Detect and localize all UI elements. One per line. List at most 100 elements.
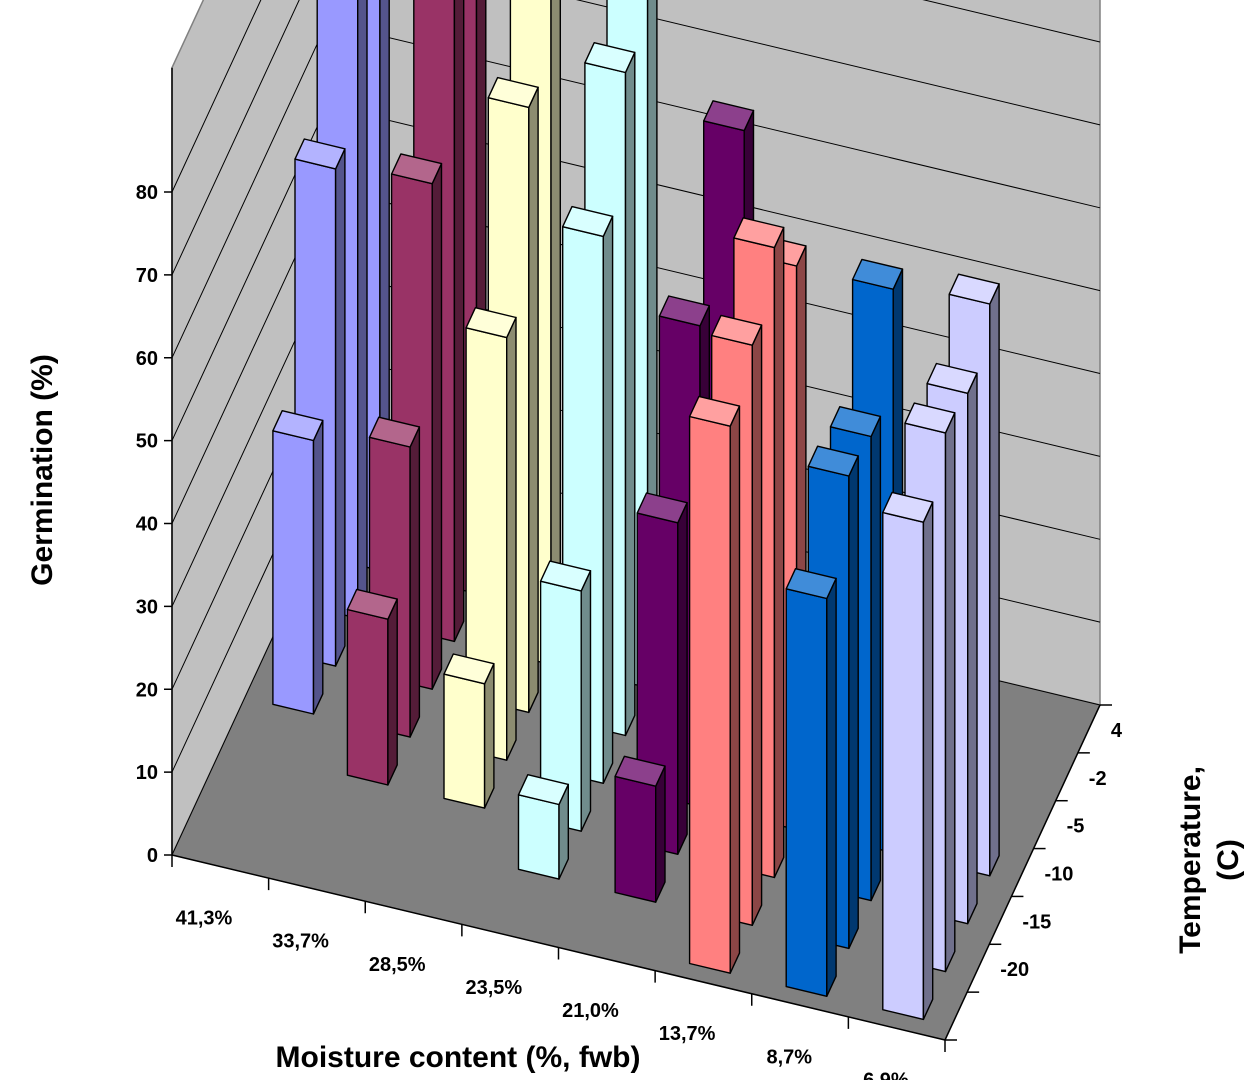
bar-top [584,42,636,74]
bar-side [773,226,785,879]
bar-top [688,395,741,427]
depth-tick-label: -2 [1089,768,1107,790]
z-tick-label: 60 [136,348,158,370]
bar-side [624,51,636,737]
bar [688,395,741,974]
bar-top [517,774,569,806]
bar [346,588,398,786]
bar [443,653,495,809]
depth-axis-line [944,704,1101,1041]
bar-top [658,295,710,327]
gridline [171,0,1101,193]
bar-top [346,588,398,620]
bar [614,755,666,903]
chart-ticks: 0 10 20 30 40 50 60 70 80 41,3% 33,7% 28,5% 23,5% 21,… [136,67,1123,1080]
bar-side [729,405,741,974]
x-tick-label: 33,7% [272,931,329,953]
bar-top [785,568,837,600]
z-tick-label: 40 [136,514,158,536]
bar-top [465,307,517,339]
bar-side [655,765,666,903]
bar-side [334,148,346,667]
bar-front [443,673,486,809]
x-tick-label: 21,0% [562,1000,619,1022]
bar [517,774,569,880]
bar-front [785,588,828,997]
z-tick-label: 10 [136,762,158,784]
depth-axis-title-line1: Temperature, [1174,766,1207,954]
bar [272,410,324,715]
bar-side [677,502,688,855]
x-tick-label: 8,7% [766,1046,812,1068]
bar-top [904,402,956,434]
z-tick-label: 70 [136,265,158,287]
x-tick-label: 13,7% [659,1023,716,1045]
depth-tick-label: -10 [1045,864,1074,886]
bar-side [580,570,592,832]
z-tick-label: 80 [136,182,158,204]
bar [785,568,837,997]
bar-top [807,445,859,477]
depth-tick-label: 4 [1111,720,1123,742]
x-tick-label: 6,9% [863,1069,909,1080]
chart-bars [272,0,1000,1021]
bar-side [453,0,465,643]
y-axis-title: Germination (%) [26,354,59,586]
bar-top [487,76,539,109]
bar-side [387,598,398,786]
x-axis-title: Moisture content (%, fwb) [276,1041,641,1074]
bar-top [636,492,688,524]
x-tick-label: 23,5% [465,977,522,999]
bar-front [517,794,560,880]
bar-side [989,283,1000,877]
bar-top [614,755,666,787]
bar [636,492,688,855]
bar-front [346,608,389,786]
bar-front [688,415,731,974]
bar [539,560,592,832]
depth-tick-label: -5 [1067,816,1085,838]
x-tick-label: 41,3% [176,908,233,930]
depth-tick-label: -15 [1022,911,1051,933]
z-tick-label: 0 [147,845,158,867]
bar-front [272,430,315,715]
bar-top [272,410,324,442]
z-tick-label: 20 [136,679,158,701]
bar-top [562,205,614,238]
bar-top [926,362,978,394]
bar-side [967,372,978,925]
bar-side [483,663,495,809]
depth-axis-title-line2: (C) [1212,839,1245,881]
bar-side [922,501,934,1021]
bar-top [539,560,592,592]
bar-top [711,314,763,346]
bar-top [703,100,755,132]
bar-side [602,215,614,784]
bar-top [733,217,785,249]
bar-top [948,273,1000,305]
bar-side [528,86,539,714]
bar-side [848,455,859,950]
gridline [171,0,1101,276]
bar-side [431,162,443,690]
bar-top [390,153,443,185]
bar-side [870,415,882,902]
z-tick-label: 50 [136,431,158,453]
bar-side [944,412,956,973]
bar-top [294,138,346,170]
bar [882,491,934,1021]
bar-side [312,419,324,715]
bar-top [851,258,904,290]
bar-top [368,416,421,448]
x-tick-label: 28,5% [369,954,426,976]
bar-front [882,511,925,1021]
bar-side [751,324,763,926]
bar-top [829,406,882,438]
bar-side [357,0,368,619]
bar-side [409,426,421,738]
bar [465,307,517,761]
z-tick-label: 30 [136,596,158,618]
bar-front [614,775,657,903]
bar-top [443,653,495,685]
